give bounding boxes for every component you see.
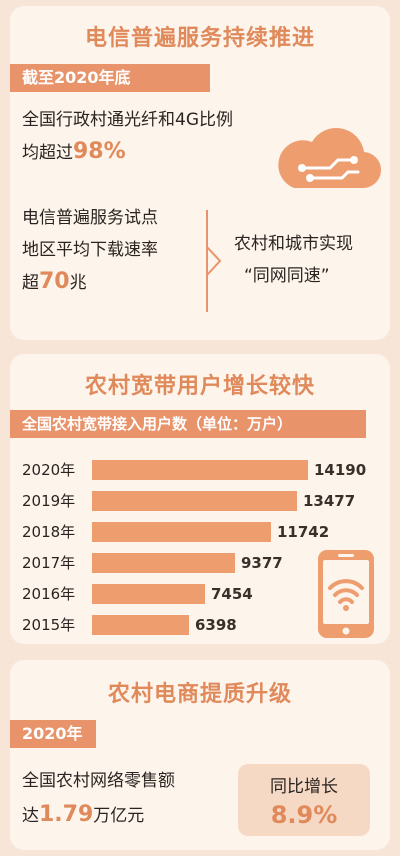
section2-subtitle: 全国农村宽带接入用户数（单位：万户） xyxy=(10,410,366,438)
year-label: 2018年 xyxy=(22,523,76,541)
value-label: 11742 xyxy=(277,523,330,541)
yoy-value: 8.9% xyxy=(270,801,338,829)
stat2-text: 电信普遍服务试点 地区平均下载速率 超70兆 xyxy=(22,202,158,299)
value-label: 9377 xyxy=(241,554,283,572)
year-label: 2019年 xyxy=(22,492,76,510)
bar-2019年 xyxy=(92,491,297,511)
parity-line2: “同网同速” xyxy=(244,266,330,286)
stat1-line2: 均超过98% xyxy=(22,136,233,169)
stat2-line1: 电信普遍服务试点 xyxy=(22,208,158,228)
section1-subtitle: 截至2020年底 xyxy=(10,64,210,92)
stat2-suffix: 兆 xyxy=(69,273,87,293)
value-label: 6398 xyxy=(195,616,237,634)
year-label: 2016年 xyxy=(22,585,76,603)
section3-subtitle: 2020年 xyxy=(10,720,96,748)
stat1-line1: 全国行政村通光纤和4G比例 xyxy=(22,110,233,130)
stat2-line3: 超70兆 xyxy=(22,266,158,299)
ecommerce-line1: 全国农村网络零售额 xyxy=(22,771,175,791)
yoy-badge: 同比增长 8.9% xyxy=(238,764,370,836)
section-rural-broadband: 农村宽带用户增长较快 全国农村宽带接入用户数（单位：万户） 2020年 14190… xyxy=(10,354,390,644)
value-label: 13477 xyxy=(303,492,356,510)
bar-2020年 xyxy=(92,460,308,480)
year-label: 2020年 xyxy=(22,461,76,479)
section1-title: 电信普遍服务持续推进 xyxy=(84,26,315,51)
ecommerce-prefix: 达 xyxy=(22,806,39,826)
year-label: 2015年 xyxy=(22,616,76,634)
value-label: 14190 xyxy=(314,461,367,479)
bar-2015年 xyxy=(92,615,189,635)
ecommerce-line2: 达1.79万亿元 xyxy=(22,798,175,833)
smartphone-wifi-icon xyxy=(318,550,374,638)
bar-2018年 xyxy=(92,522,271,542)
stat2-line2: 地区平均下载速率 xyxy=(22,240,158,260)
ecommerce-value: 1.79 xyxy=(39,802,94,827)
section2-title: 农村宽带用户增长较快 xyxy=(84,374,315,399)
year-label: 2017年 xyxy=(22,554,76,572)
section-telecom-service: 电信普遍服务持续推进 截至2020年底 全国行政村通光纤和4G比例 均超过98%… xyxy=(10,6,390,340)
stat1-value: 98% xyxy=(73,139,126,164)
stat2-prefix: 超 xyxy=(22,273,39,293)
stat1-text: 全国行政村通光纤和4G比例 均超过98% xyxy=(22,104,233,169)
stat1-prefix: 均超过 xyxy=(22,143,73,163)
yoy-label: 同比增长 xyxy=(270,777,338,797)
ecommerce-text: 全国农村网络零售额 达1.79万亿元 xyxy=(22,764,175,833)
divider-line xyxy=(206,210,208,312)
cloud-network-icon xyxy=(278,127,382,189)
chevron-right-icon xyxy=(206,246,222,276)
value-label: 7454 xyxy=(211,585,253,603)
ecommerce-suffix: 万亿元 xyxy=(93,806,145,826)
parity-text: 农村和城市实现 “同网同速” xyxy=(234,228,353,292)
bar-2017年 xyxy=(92,553,235,573)
bar-2016年 xyxy=(92,584,205,604)
section3-title: 农村电商提质升级 xyxy=(107,682,292,707)
section-rural-ecommerce: 农村电商提质升级 2020年 全国农村网络零售额 达1.79万亿元 同比增长 8… xyxy=(10,660,390,850)
parity-line1: 农村和城市实现 xyxy=(234,234,353,254)
stat2-value: 70 xyxy=(39,269,70,294)
